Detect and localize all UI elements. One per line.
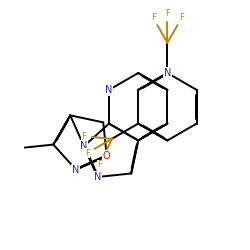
Text: N: N — [72, 165, 80, 175]
Text: O: O — [103, 151, 110, 161]
Text: F: F — [85, 148, 89, 158]
Text: N: N — [94, 172, 101, 182]
Text: N: N — [105, 85, 113, 95]
Text: F: F — [179, 13, 184, 22]
Text: F: F — [81, 132, 86, 141]
Text: F: F — [151, 13, 156, 22]
Text: N: N — [80, 141, 88, 151]
Text: N: N — [164, 68, 171, 78]
Text: F: F — [165, 10, 170, 18]
Text: F: F — [98, 160, 102, 169]
